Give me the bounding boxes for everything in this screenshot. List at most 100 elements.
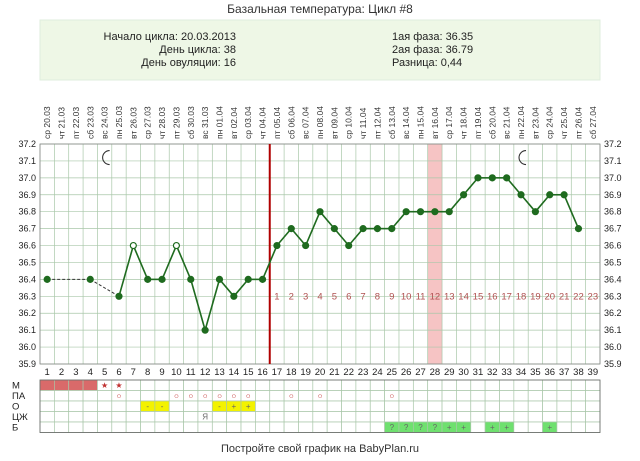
table-cell [82, 421, 98, 433]
date-label: вс 24.03 [100, 106, 110, 139]
table-cell [298, 411, 314, 423]
highlight-band [427, 144, 443, 364]
y-tick-label-right: 36.3 [604, 291, 622, 301]
data-point [359, 225, 367, 233]
cell-mark: + [504, 423, 509, 432]
date-label: ср 20.03 [42, 106, 52, 139]
luteal-day-number: 2 [289, 291, 294, 302]
table-cell [556, 400, 572, 412]
footer-link[interactable]: Постройте свой график на BabyPlan.ru [221, 443, 419, 455]
date-label: сб 20.04 [487, 106, 497, 139]
data-point [258, 275, 267, 283]
series-segment [218, 278, 235, 297]
day-number: 26 [401, 367, 412, 378]
date-label: пн 25.03 [114, 106, 124, 139]
day-number: 6 [116, 367, 121, 378]
row-label: ПА [12, 391, 26, 402]
row-label: ЦЖ [12, 412, 28, 423]
table-cell [68, 390, 84, 402]
table-cell [499, 411, 515, 423]
table-cell [412, 400, 429, 412]
date-label: пт 29.03 [171, 107, 181, 139]
table-cell [398, 390, 414, 402]
table-cell [82, 390, 98, 402]
ovulation-day: День овуляции: 16 [141, 57, 236, 69]
data-point [431, 208, 439, 216]
table-cell [154, 421, 170, 433]
date-label: вс 14.04 [401, 106, 411, 139]
data-point [86, 275, 94, 283]
day-number: 32 [487, 367, 498, 378]
series-segment [189, 279, 206, 331]
date-label: вт 26.03 [128, 107, 138, 139]
date-label: вс 07.04 [301, 106, 311, 139]
table-cell [312, 421, 328, 433]
day-number: 19 [300, 367, 311, 378]
day-number: 11 [186, 367, 196, 378]
luteal-day-number: 18 [516, 291, 527, 302]
series-segment [462, 177, 479, 196]
y-tick-label-left: 36.6 [18, 241, 36, 251]
table-cell [513, 400, 529, 412]
day-number: 13 [214, 367, 225, 378]
luteal-day-number: 17 [501, 291, 512, 302]
date-label: чт 28.03 [157, 107, 167, 139]
series-segment [233, 278, 249, 297]
y-tick-label-right: 36.2 [604, 308, 622, 318]
day-number: 16 [257, 367, 268, 378]
table-cell [556, 379, 572, 391]
table-cell [111, 411, 127, 423]
cell-mark: ○ [203, 392, 208, 401]
table-cell [111, 400, 127, 412]
y-tick-label-left: 36.7 [18, 224, 36, 234]
luteal-day-number: 16 [487, 291, 498, 302]
table-cell [269, 390, 285, 402]
data-point [445, 208, 453, 216]
y-tick-label-left: 36.2 [18, 308, 36, 318]
table-cell [54, 411, 70, 423]
table-cell [168, 400, 184, 412]
cell-mark: ○ [117, 392, 122, 401]
y-tick-label-right: 36.8 [604, 207, 622, 217]
table-cell [570, 421, 586, 433]
cycle-day: День цикла: 38 [159, 44, 236, 56]
table-cell [369, 400, 385, 412]
table-cell [255, 390, 271, 402]
date-labels: ср 20.03 чт 21.03 пт 22.03 сб 23.03 вс 24.03… [42, 106, 598, 139]
luteal-day-number: 9 [389, 291, 394, 302]
day-number: 15 [243, 367, 254, 378]
table-cell [441, 400, 457, 412]
table-cell [355, 400, 371, 412]
data-point [531, 208, 539, 216]
date-label: чт 11.04 [358, 107, 368, 139]
table-cell [412, 390, 429, 402]
cell-mark: ? [404, 423, 409, 432]
series-segment [448, 194, 465, 213]
table-cell [197, 400, 213, 412]
table-cell [341, 400, 357, 412]
table-cell [240, 379, 256, 391]
series-segment [90, 278, 120, 297]
day-number: 18 [286, 367, 297, 378]
table-cell [585, 379, 601, 391]
day-number: 14 [229, 367, 240, 378]
day-number: 7 [131, 367, 136, 378]
table-cell [154, 411, 170, 423]
day-numbers: 1 2 3 4 5 6 7 8 9 10 11 12 13 14 15 16 17 18 19 20 21 22 23 24 2… [45, 367, 599, 378]
series-segment [534, 194, 551, 213]
table-cell [140, 379, 156, 391]
series-segment [391, 211, 407, 230]
y-tick-label-right: 36.5 [604, 257, 622, 267]
cell-mark: ○ [188, 392, 193, 401]
plot-border [39, 143, 601, 365]
table-cell [68, 400, 84, 412]
y-tick-label-left: 37.2 [18, 139, 36, 149]
day-number: 30 [458, 367, 469, 378]
date-label: пт 19.04 [473, 107, 483, 139]
data-point [201, 326, 209, 334]
data-point [144, 275, 152, 283]
table-cell [111, 421, 127, 433]
day-number: 24 [372, 367, 383, 378]
date-label: вт 02.04 [229, 107, 239, 139]
cell-mark: ★ [115, 381, 122, 390]
